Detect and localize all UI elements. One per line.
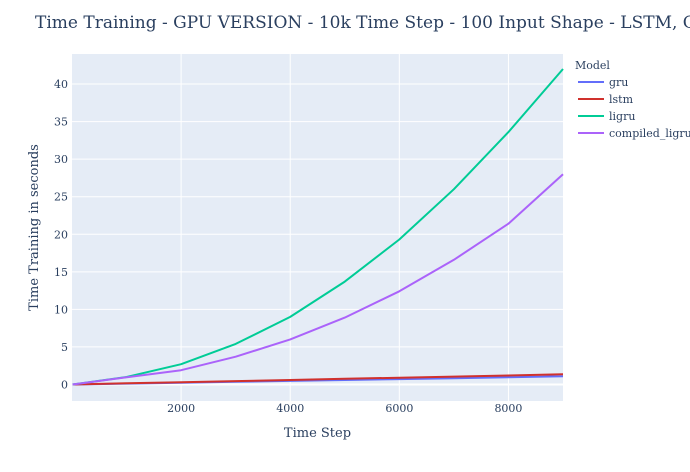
legend-items: gru lstm ligru compiled_ligru: [578, 76, 690, 140]
x-tick-label: 8000: [494, 402, 522, 415]
y-axis-title: Time Training in seconds: [27, 144, 42, 311]
legend-title: Model: [575, 59, 610, 72]
legend-label: ligru: [609, 110, 635, 123]
grid-layer: [72, 54, 563, 401]
series-layer: [72, 68, 564, 386]
y-tick-label: 15: [54, 266, 68, 279]
y-tick-label: 20: [54, 228, 68, 241]
legend-item-lstm[interactable]: lstm: [578, 93, 634, 106]
legend-label: lstm: [609, 93, 634, 106]
legend-label: gru: [609, 76, 628, 89]
x-tick-label: 2000: [167, 402, 195, 415]
legend-item-compiled_ligru[interactable]: compiled_ligru: [578, 127, 690, 140]
x-axis-title: Time Step: [284, 426, 351, 441]
y-tick-label: 35: [54, 116, 68, 129]
legend-item-gru[interactable]: gru: [578, 76, 628, 89]
y-tick-label: 25: [54, 191, 68, 204]
y-tick-label: 30: [54, 153, 68, 166]
y-tick-label: 10: [54, 303, 68, 316]
chart-title: Time Training - GPU VERSION - 10k Time S…: [35, 13, 690, 33]
series-line-ligru[interactable]: [72, 68, 564, 386]
y-tick-labels: 0 5 10 15 20 25 30 35 40: [54, 78, 68, 391]
legend[interactable]: Model gru lstm ligru compiled_ligru: [575, 59, 690, 140]
series-line-compiled_ligru[interactable]: [72, 173, 564, 386]
plot-background: [72, 54, 563, 401]
x-tick-labels: 2000 4000 6000 8000: [167, 402, 522, 415]
y-tick-label: 0: [61, 378, 68, 391]
y-tick-label: 5: [61, 341, 68, 354]
series-line-lstm[interactable]: [72, 373, 564, 386]
y-tick-label: 40: [54, 78, 68, 91]
legend-item-ligru[interactable]: ligru: [578, 110, 635, 123]
x-tick-label: 6000: [385, 402, 413, 415]
x-tick-label: 4000: [276, 402, 304, 415]
legend-label: compiled_ligru: [609, 127, 690, 140]
